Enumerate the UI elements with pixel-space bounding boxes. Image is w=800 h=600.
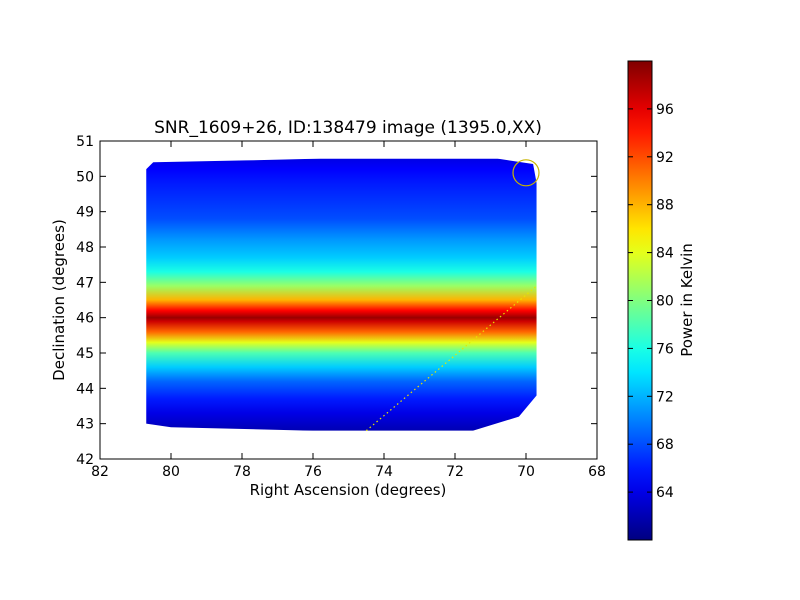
colorbar-tick-label: 80 [656,294,674,310]
colorbar-tick-label: 84 [656,246,674,262]
colorbar-tick-label: 76 [656,341,674,357]
x-tick-label: 70 [517,464,535,480]
x-tick-label: 78 [233,464,251,480]
y-tick-label: 44 [76,381,94,397]
y-tick-label: 48 [76,240,94,256]
x-tick-label: 82 [91,464,109,480]
y-tick-label: 43 [76,417,94,433]
dotted-line [365,285,538,432]
x-tick-label: 80 [162,464,180,480]
x-tick-label: 68 [588,464,606,480]
plot-area: 82 80 78 76 74 72 70 68 42 43 44 45 46 47 48 49 50 51 [76,134,606,480]
y-tick-label: 45 [76,346,94,362]
x-tick-label: 72 [446,464,464,480]
colorbar-tick-label: 68 [656,437,674,453]
y-tick-label: 49 [76,205,94,221]
x-tick-label: 76 [304,464,322,480]
colorbar-tick-label: 96 [656,102,674,118]
y-axis-label: Declination (degrees) [50,219,68,381]
chart-title: SNR_1609+26, ID:138479 image (1395.0,XX) [154,118,542,138]
colorbar-tick-label: 92 [656,150,674,166]
colorbar-ticks: 64 68 72 76 80 84 88 92 96 [628,102,674,501]
y-axis-ticks: 42 43 44 45 46 47 48 49 50 51 [76,134,597,468]
y-tick-label: 47 [76,275,94,291]
y-tick-label: 42 [76,452,94,468]
axes-frame [99,140,598,460]
y-tick-label: 50 [76,169,94,185]
x-axis-label: Right Ascension (degrees) [250,481,447,499]
y-tick-label: 51 [76,134,94,150]
colorbar-tick-label: 88 [656,198,674,214]
colorbar-tick-label: 72 [656,389,674,405]
heatmap-image [146,158,537,431]
x-axis-ticks: 82 80 78 76 74 72 70 68 [91,141,606,480]
source-marker [512,159,540,187]
colorbar-label: Power in Kelvin [678,243,696,357]
colorbar: 64 68 72 76 80 84 88 92 96 Power in Kelvin [627,60,696,541]
colorbar-tick-label: 64 [656,485,674,501]
x-tick-label: 74 [375,464,393,480]
y-tick-label: 46 [76,311,94,327]
